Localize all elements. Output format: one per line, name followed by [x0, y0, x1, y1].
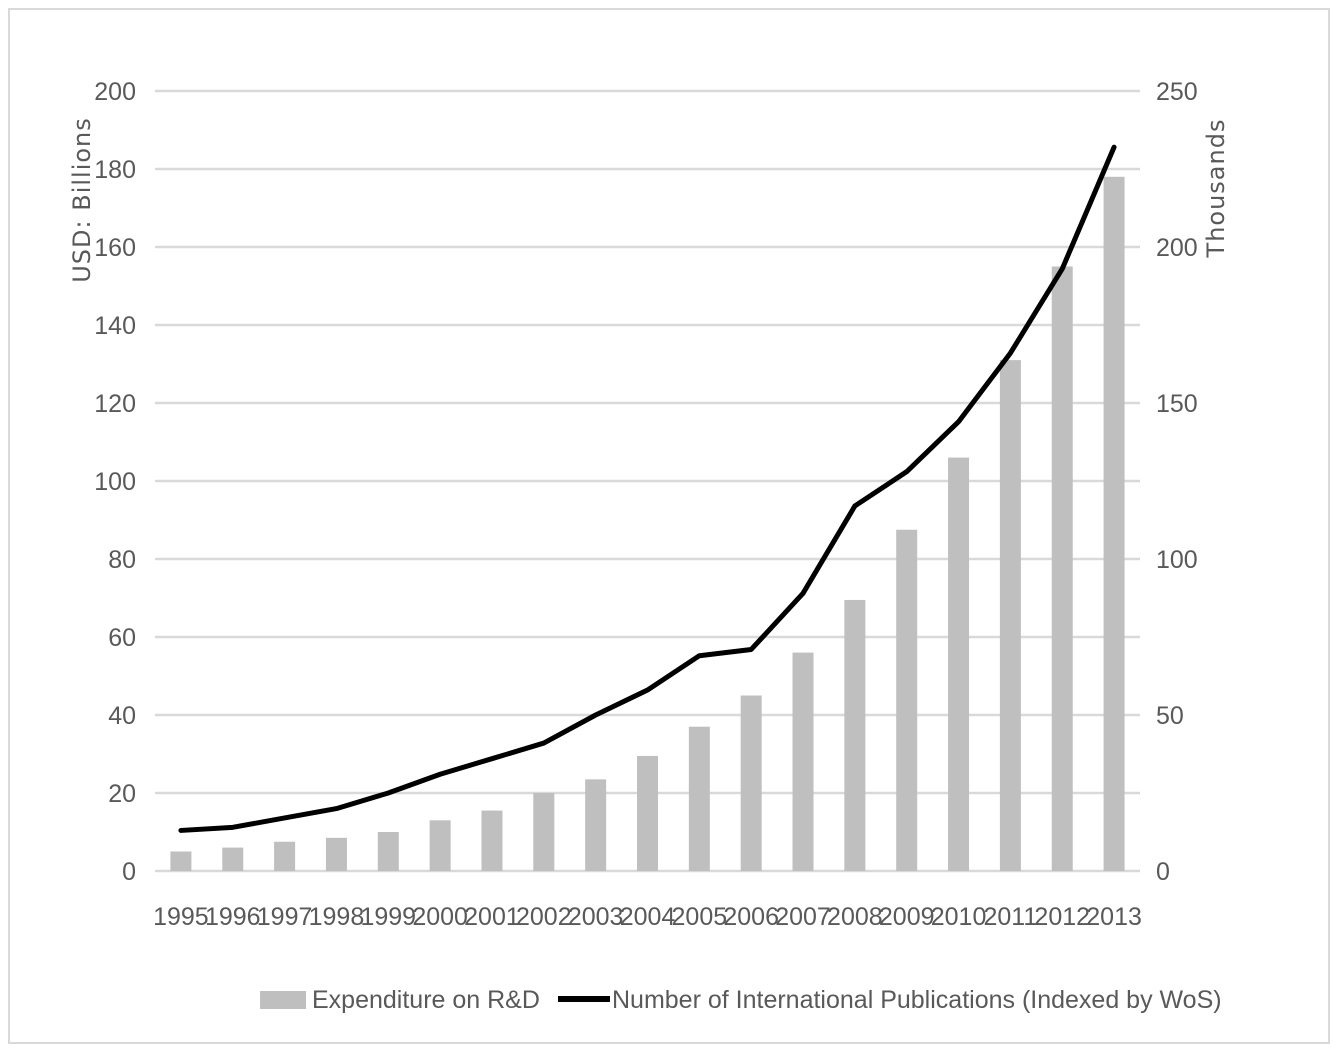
- line-point-1998: [335, 808, 337, 810]
- left-axis-title: USD: Billions: [68, 117, 96, 283]
- line-point-2000: [439, 773, 441, 775]
- bar-2005: [688, 726, 710, 871]
- left-tick-label: 80: [108, 546, 136, 574]
- bar-1995: [170, 851, 192, 871]
- right-tick-label: 100: [1156, 546, 1198, 574]
- line-point-2010: [958, 421, 960, 423]
- line-point-1997: [284, 817, 286, 819]
- x-tick-label: 1998: [309, 903, 365, 931]
- legend: Expenditure on R&D Number of Internation…: [260, 986, 1222, 1014]
- x-axis-ticks: 1995199619971998199920002001200220032004…: [153, 903, 1142, 931]
- x-tick-label: 1996: [205, 903, 261, 931]
- bar-2002: [533, 793, 555, 871]
- left-tick-label: 140: [94, 312, 136, 340]
- bar-2001: [481, 810, 503, 871]
- bar-2007: [792, 652, 814, 871]
- bar-2013: [1103, 176, 1125, 872]
- line-point-2013: [1113, 146, 1115, 148]
- right-axis-ticks: 0 50 100 150 200 250: [1156, 78, 1198, 886]
- right-tick-label: 150: [1156, 390, 1198, 418]
- line-point-2011: [1009, 352, 1011, 354]
- legend-label-bars: Expenditure on R&D: [312, 986, 540, 1014]
- bar-2006: [740, 695, 762, 871]
- x-tick-label: 2011: [984, 903, 1038, 931]
- x-tick-label: 1995: [153, 903, 209, 931]
- line-point-2009: [906, 471, 908, 473]
- legend-label-line: Number of International Publications (In…: [612, 986, 1222, 1014]
- line-point-2001: [491, 758, 493, 760]
- gridlines: [155, 89, 1140, 873]
- bar-series: [170, 176, 1125, 872]
- left-tick-label: 20: [108, 780, 136, 808]
- right-tick-label: 0: [1156, 858, 1170, 886]
- left-tick-label: 200: [94, 78, 136, 106]
- bar-1997: [274, 841, 296, 871]
- left-tick-label: 60: [108, 624, 136, 652]
- bar-2004: [637, 755, 658, 871]
- bar-2009: [896, 529, 918, 871]
- bar-2003: [585, 779, 607, 871]
- bar-2000: [429, 820, 451, 871]
- x-tick-label: 2004: [620, 903, 676, 931]
- x-tick-label: 2006: [723, 903, 779, 931]
- x-tick-label: 2009: [879, 903, 935, 931]
- bar-2012: [1051, 266, 1073, 871]
- line-series: [178, 144, 1117, 833]
- left-tick-label: 100: [94, 468, 136, 496]
- line-point-2005: [698, 655, 700, 657]
- x-tick-label: 2008: [827, 903, 883, 931]
- right-tick-label: 250: [1156, 78, 1198, 106]
- left-tick-label: 0: [122, 858, 136, 886]
- x-tick-label: 2000: [412, 903, 468, 931]
- legend-swatch-bars: [260, 991, 306, 1009]
- x-tick-label: 2013: [1086, 903, 1142, 931]
- left-tick-label: 160: [94, 234, 136, 262]
- line-point-1999: [387, 792, 389, 794]
- right-axis-title: Thousands: [1202, 119, 1230, 259]
- line-point-2008: [854, 505, 856, 507]
- x-tick-label: 2007: [775, 903, 831, 931]
- bar-2011: [999, 360, 1021, 871]
- line-point-2002: [543, 742, 545, 744]
- x-tick-label: 2012: [1034, 903, 1090, 931]
- x-tick-label: 2010: [931, 903, 987, 931]
- line-point-2012: [1061, 268, 1063, 270]
- right-tick-label: 200: [1156, 234, 1198, 262]
- x-tick-label: 2003: [568, 903, 624, 931]
- bar-1998: [325, 837, 347, 871]
- line-point-1996: [232, 826, 234, 828]
- left-axis-ticks: 0 20 40 60 80 100 120 140 160 180 200: [94, 78, 136, 886]
- x-tick-label: 1997: [257, 903, 313, 931]
- left-tick-label: 180: [94, 156, 136, 184]
- x-tick-label: 2005: [672, 903, 728, 931]
- right-tick-label: 50: [1156, 702, 1184, 730]
- publications-line: [178, 144, 1117, 833]
- x-tick-label: 1999: [360, 903, 416, 931]
- bar-2010: [948, 457, 970, 871]
- x-tick-label: 2002: [516, 903, 572, 931]
- left-tick-label: 120: [94, 390, 136, 418]
- bar-2008: [844, 599, 866, 871]
- line-point-1995: [180, 829, 182, 831]
- line-point-2004: [647, 689, 648, 691]
- bar-1999: [377, 832, 399, 871]
- line-point-2003: [595, 714, 597, 716]
- left-tick-label: 40: [108, 702, 136, 730]
- line-point-2006: [750, 648, 752, 650]
- line-point-2007: [802, 592, 804, 594]
- x-tick-label: 2001: [464, 903, 520, 931]
- bar-1996: [222, 847, 244, 871]
